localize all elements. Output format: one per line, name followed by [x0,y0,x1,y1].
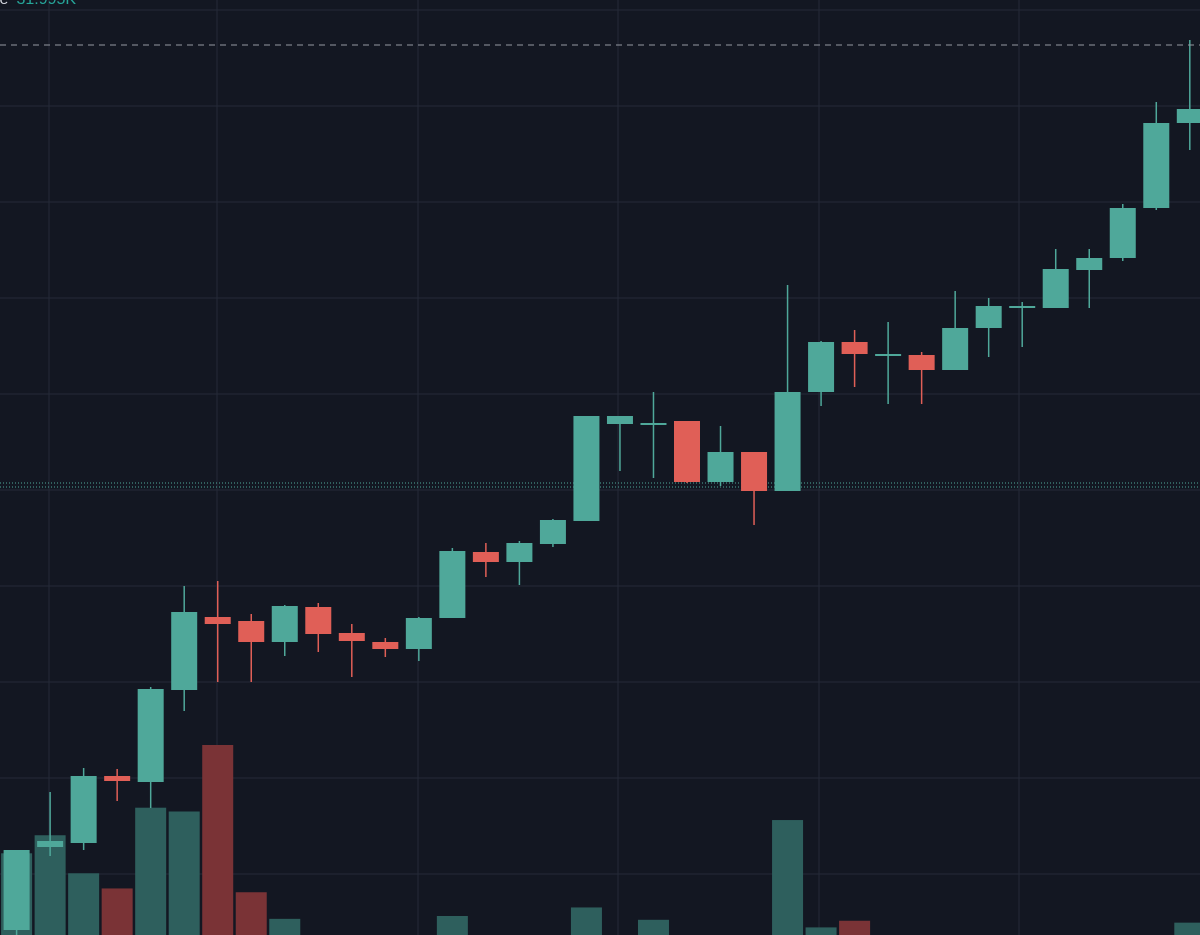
candle[interactable] [506,541,533,585]
candle[interactable] [573,416,600,521]
candle[interactable] [70,768,97,850]
candle-body [875,354,902,356]
candle[interactable] [238,614,265,682]
volume-bar [805,927,837,935]
candle-body [674,421,700,482]
volume-bar [436,916,468,935]
candle[interactable] [305,603,332,652]
candle-body [606,416,633,424]
legend-label: le [0,0,8,8]
volume-bar [772,820,804,935]
candle-body [808,342,835,392]
candle[interactable] [908,352,935,404]
legend: le 31.995K [0,0,76,9]
candle-body [942,328,969,370]
candle-body [171,612,198,690]
candle-body [3,850,30,930]
candle-body [405,618,432,649]
candle[interactable] [204,581,231,682]
candle[interactable] [1109,204,1136,261]
candle[interactable] [1143,102,1170,210]
candle-body [238,621,265,642]
candle-body [137,689,164,782]
candle-body [741,452,768,491]
candle[interactable] [606,416,633,471]
candle[interactable] [439,548,466,618]
candle[interactable] [338,624,365,677]
candle[interactable] [271,605,298,656]
candle-body [271,606,298,642]
volume-bar [168,811,200,935]
candle[interactable] [774,285,801,491]
candle[interactable] [1042,249,1069,308]
candle-body [1009,306,1036,308]
candle[interactable] [808,341,835,406]
volume-bar [1174,922,1200,935]
candle[interactable] [472,543,499,577]
candle-body [37,841,64,847]
volume-bar [637,919,669,935]
candle[interactable] [3,850,30,935]
candle-body [774,392,801,491]
candle-body [70,776,97,843]
price-line [0,482,1200,488]
candle[interactable] [137,687,164,808]
candle[interactable] [104,769,131,801]
candle[interactable] [372,638,399,657]
volume-bar [570,907,602,935]
candle-body [539,520,566,544]
candle-body [1143,123,1170,208]
candle[interactable] [674,421,700,483]
candle-body [573,416,600,521]
candle-body [1176,109,1200,123]
volume-bar [235,892,267,935]
candle-body [841,342,868,354]
candle[interactable] [539,519,566,547]
candle-body [204,617,231,624]
candle[interactable] [37,792,64,856]
candle[interactable] [640,392,667,478]
candle-body [305,607,332,634]
volume-bar [68,873,100,935]
candle-body [975,306,1002,328]
volume-bar [269,918,301,935]
candle-body [439,551,466,618]
candle-body [1042,269,1069,308]
candle-body [1109,208,1136,258]
candle-body [338,633,365,641]
volume-bar [839,920,871,935]
volume-bar [101,888,133,935]
candle[interactable] [741,452,768,525]
candle-body [707,452,734,482]
candle[interactable] [841,330,868,387]
volume-bar [202,745,234,935]
candles [3,40,1200,935]
candle-body [472,552,499,562]
candle-body [1076,258,1103,270]
candle[interactable] [975,298,1002,357]
legend-value: 31.995K [16,0,76,8]
candle[interactable] [405,617,432,661]
candle[interactable] [171,586,198,711]
candle[interactable] [942,291,969,370]
volume-bar [135,807,167,935]
candle[interactable] [1076,249,1103,308]
candle[interactable] [707,426,734,486]
candle-body [104,776,131,781]
candle[interactable] [1009,302,1036,347]
candle[interactable] [1176,40,1200,150]
candle-body [908,355,935,370]
candle-body [640,423,667,425]
volume-bars [1,745,1200,935]
candle-body [506,543,533,562]
candle-body [372,642,399,649]
candle[interactable] [875,322,902,404]
